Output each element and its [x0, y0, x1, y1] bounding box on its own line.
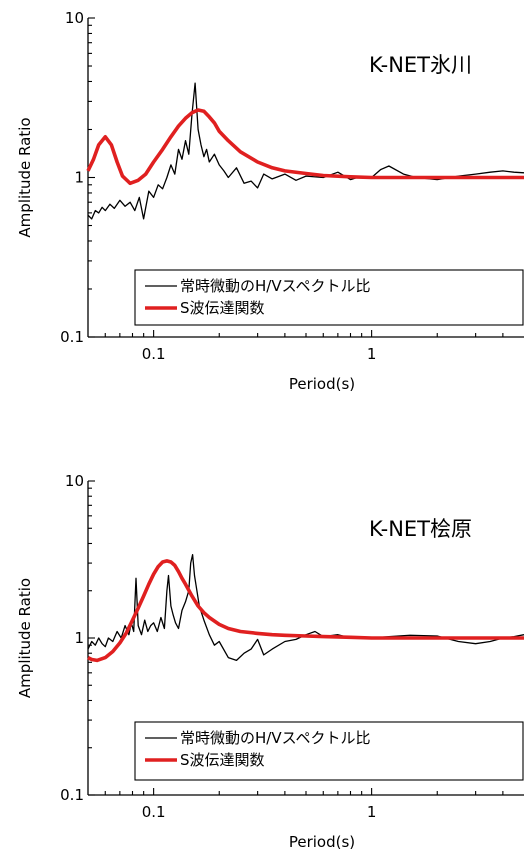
x-tick-label: 1: [367, 803, 377, 821]
legend-label: 常時微動のH/Vスペクトル比: [180, 277, 371, 295]
legend-label: 常時微動のH/Vスペクトル比: [180, 729, 371, 747]
hv-ratio-series-line: [87, 553, 525, 662]
legend-label: S波伝達関数: [180, 751, 265, 769]
station-label: K-NET桧原: [369, 517, 472, 541]
y-tick-label: 1: [74, 169, 84, 187]
y-axis-title: Amplitude Ratio: [16, 578, 34, 698]
y-tick-label: 10: [65, 9, 84, 27]
x-axis-title: Period(s): [289, 375, 355, 393]
y-tick-label: 10: [65, 472, 84, 490]
s-wave-transfer-series-line: [87, 559, 524, 663]
legend-box: [134, 269, 524, 326]
chart-panel-2: 0.1 1 10 0.1 1 Period(s) Amplitude Ratio K-NET桧…: [16, 472, 525, 851]
x-axis-title: Period(s): [289, 833, 355, 851]
y-tick-label: 0.1: [60, 328, 84, 346]
x-tick-label: 0.1: [142, 803, 166, 821]
x-tick-label: 1: [367, 345, 377, 363]
y-axis-title: Amplitude Ratio: [16, 117, 34, 237]
x-tick-label: 0.1: [142, 345, 166, 363]
station-label: K-NET氷川: [369, 53, 472, 77]
y-tick-label: 1: [74, 629, 84, 647]
legend-label: S波伝達関数: [180, 299, 265, 317]
s-wave-transfer-series-line: [86, 108, 524, 186]
y-tick-label: 0.1: [60, 786, 84, 804]
legend-box: [134, 721, 524, 781]
hv-ratio-series-line: [87, 82, 525, 220]
chart-panel-1: 0.1 1 10 0.1 1 Period(s) Amplitude Ratio K-NET氷…: [16, 9, 525, 393]
